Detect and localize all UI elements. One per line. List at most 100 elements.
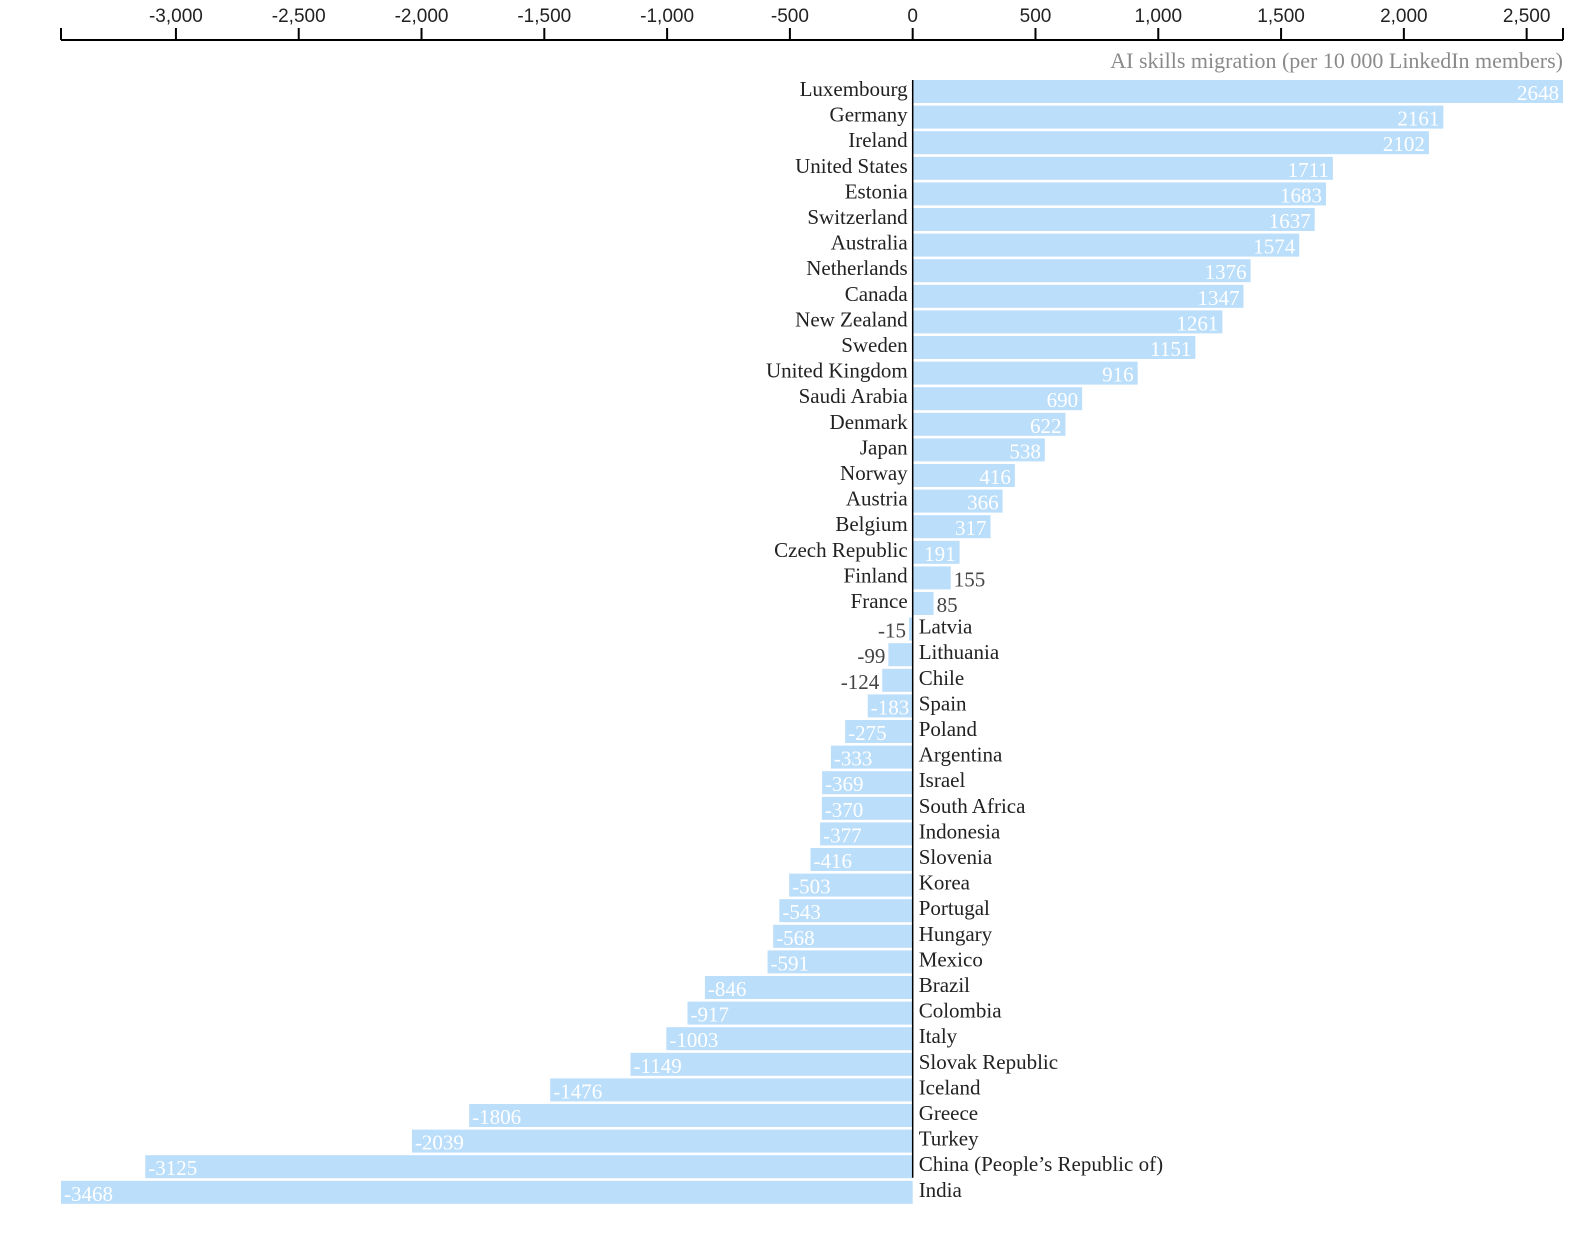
- x-axis-tick-label: -3,000: [149, 6, 203, 27]
- country-label: India: [919, 1178, 963, 1202]
- value-label: 1347: [1197, 286, 1239, 310]
- bar: [810, 848, 913, 871]
- value-label: 690: [1047, 388, 1079, 412]
- country-label: Denmark: [830, 410, 909, 434]
- bar-row: Spain -183: [867, 691, 967, 719]
- country-label: Netherlands: [806, 256, 907, 280]
- value-label: 2102: [1383, 132, 1425, 156]
- bar-row: Chile -124: [841, 666, 964, 694]
- bar-row: Estonia 1683: [845, 179, 1327, 207]
- bar-row: Norway 416: [840, 461, 1015, 489]
- bar-row: Ireland 2102: [848, 128, 1429, 156]
- country-label: Switzerland: [807, 205, 908, 229]
- bar-row: Israel -369: [822, 768, 965, 796]
- bar: [912, 208, 1315, 231]
- bar-row: Finland 155: [844, 563, 986, 591]
- value-label: -1806: [472, 1105, 521, 1129]
- x-axis-tick-label: -1,000: [640, 6, 694, 27]
- bar: [822, 771, 913, 795]
- bar-row: Mexico -591: [767, 947, 983, 975]
- bar-row: Germany 2161: [830, 103, 1444, 131]
- value-label: 538: [1009, 439, 1041, 463]
- bar-row: Saudi Arabia 690: [799, 384, 1083, 412]
- value-label: -333: [834, 747, 873, 771]
- bar-row: Turkey -2039: [411, 1127, 979, 1155]
- bar-row: Japan 538: [860, 435, 1045, 463]
- country-label: Lithuania: [919, 640, 1000, 664]
- bar-row: Switzerland 1637: [807, 205, 1315, 233]
- x-axis-tick-label: -500: [771, 6, 809, 27]
- country-label: South Africa: [919, 794, 1026, 818]
- bar: [550, 1078, 913, 1102]
- x-axis: -3,000 -2,500 -2,000 -1,500 -1,000 -500 0 500 1,…: [60, 6, 1564, 41]
- bar-row: Canada 1347: [845, 282, 1244, 310]
- bar-row: Sweden 1151: [841, 333, 1196, 361]
- x-axis-tick-label: 1,500: [1257, 6, 1305, 27]
- x-axis-tick-label: 500: [1020, 6, 1052, 27]
- value-label: 416: [979, 465, 1011, 489]
- country-label: Germany: [830, 103, 909, 127]
- bar: [912, 592, 934, 615]
- bar-row: Australia 1574: [831, 231, 1300, 259]
- bar: [820, 822, 913, 846]
- bar: [666, 1027, 913, 1051]
- value-label: -183: [871, 695, 910, 719]
- bar-row: Lithuania -99: [857, 640, 999, 668]
- country-label: Hungary: [919, 922, 993, 946]
- bar: [912, 310, 1223, 334]
- country-label: Norway: [840, 461, 908, 485]
- bar-row: Czech Republic 191: [774, 538, 960, 566]
- bar: [882, 668, 913, 692]
- bar: [912, 131, 1429, 155]
- country-label: Luxembourg: [800, 77, 909, 101]
- metric-label: AI skills migration (per 10 000 LinkedIn…: [1110, 48, 1563, 73]
- country-label: Iceland: [919, 1075, 981, 1099]
- bar: [912, 233, 1300, 257]
- bar: [912, 182, 1327, 206]
- country-label: Poland: [919, 717, 978, 741]
- value-label: 1261: [1176, 311, 1218, 335]
- bar-row: Luxembourg 2648: [800, 77, 1563, 105]
- country-label: Colombia: [919, 999, 1003, 1023]
- bar-row: South Africa -370: [821, 794, 1026, 822]
- bar-row: United Kingdom 916: [766, 359, 1138, 387]
- bar: [912, 361, 1138, 385]
- value-label: 1711: [1288, 158, 1329, 182]
- value-label: -568: [776, 926, 815, 950]
- bar: [912, 105, 1444, 129]
- value-label: 916: [1102, 363, 1134, 387]
- country-label: Mexico: [919, 947, 983, 971]
- bar: [61, 1180, 913, 1204]
- x-axis-tick-label: 1,000: [1135, 6, 1183, 27]
- country-label: Brazil: [919, 973, 970, 997]
- bar: [912, 259, 1251, 283]
- country-label: France: [851, 589, 908, 613]
- country-label: Finland: [844, 563, 909, 587]
- country-label: Italy: [919, 1024, 958, 1048]
- x-axis-tick-label: 0: [907, 6, 918, 27]
- value-label: 2161: [1397, 107, 1439, 131]
- country-label: Korea: [919, 871, 971, 895]
- country-label: Canada: [845, 282, 909, 306]
- bar: [767, 950, 913, 974]
- country-label: Slovak Republic: [919, 1050, 1058, 1074]
- country-label: Belgium: [835, 512, 907, 536]
- value-label: -591: [771, 951, 810, 975]
- bars-group: Luxembourg 2648 Germany 2161 Ireland 2102 Unit…: [61, 77, 1563, 1206]
- bar: [821, 796, 913, 820]
- bar-row: United States 1711: [795, 154, 1333, 182]
- bar-row: Hungary -568: [773, 922, 993, 950]
- value-label: 1637: [1269, 209, 1311, 233]
- x-axis-tick-label: -1,500: [517, 6, 571, 27]
- bar: [411, 1129, 913, 1153]
- value-label: -1149: [634, 1054, 682, 1078]
- bar: [912, 566, 951, 590]
- value-label: -15: [878, 619, 906, 643]
- bar-row: Netherlands 1376: [806, 256, 1251, 284]
- value-label: 317: [955, 516, 987, 540]
- bar-row: Brazil -846: [704, 973, 970, 1001]
- country-label: Estonia: [845, 179, 909, 203]
- value-label: -1003: [669, 1028, 718, 1052]
- bar-row: Poland -275: [845, 717, 978, 745]
